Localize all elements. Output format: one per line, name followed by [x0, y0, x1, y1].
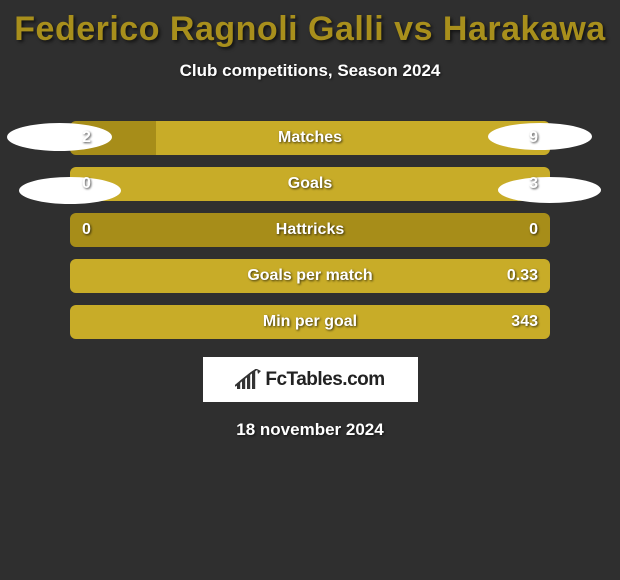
logo-text: FcTables.com: [265, 369, 384, 391]
subtitle: Club competitions, Season 2024: [0, 61, 620, 81]
decorative-ellipse: [488, 123, 592, 150]
stats-container: 2 9 Matches 0 3 Goals 0 0 Hattricks 0.33 Goals per…: [70, 121, 550, 339]
stat-label: Hattricks: [276, 221, 344, 239]
stat-label: Matches: [278, 129, 342, 147]
stat-row: 2 9 Matches: [70, 121, 550, 155]
page-title: Federico Ragnoli Galli vs Harakawa: [0, 0, 620, 49]
date-label: 18 november 2024: [0, 420, 620, 440]
stat-row: 0 3 Goals: [70, 167, 550, 201]
decorative-ellipse: [19, 177, 121, 204]
stat-value-right: 343: [511, 313, 538, 331]
logo[interactable]: FcTables.com: [203, 357, 418, 402]
stat-value-left: 2: [82, 129, 91, 147]
stat-value-right: 0.33: [507, 267, 538, 285]
stat-value-right: 9: [529, 129, 538, 147]
stat-value-left: 0: [82, 175, 91, 193]
decorative-ellipse: [498, 177, 601, 203]
stat-value-right: 3: [529, 175, 538, 193]
stat-label: Goals: [288, 175, 332, 193]
logo-chart-icon: [235, 369, 261, 391]
stat-label: Goals per match: [247, 267, 372, 285]
stat-value-right: 0: [529, 221, 538, 239]
stat-row: 343 Min per goal: [70, 305, 550, 339]
stat-row: 0 0 Hattricks: [70, 213, 550, 247]
stat-value-left: 0: [82, 221, 91, 239]
stat-row: 0.33 Goals per match: [70, 259, 550, 293]
stat-label: Min per goal: [263, 313, 357, 331]
decorative-ellipse: [7, 123, 112, 151]
